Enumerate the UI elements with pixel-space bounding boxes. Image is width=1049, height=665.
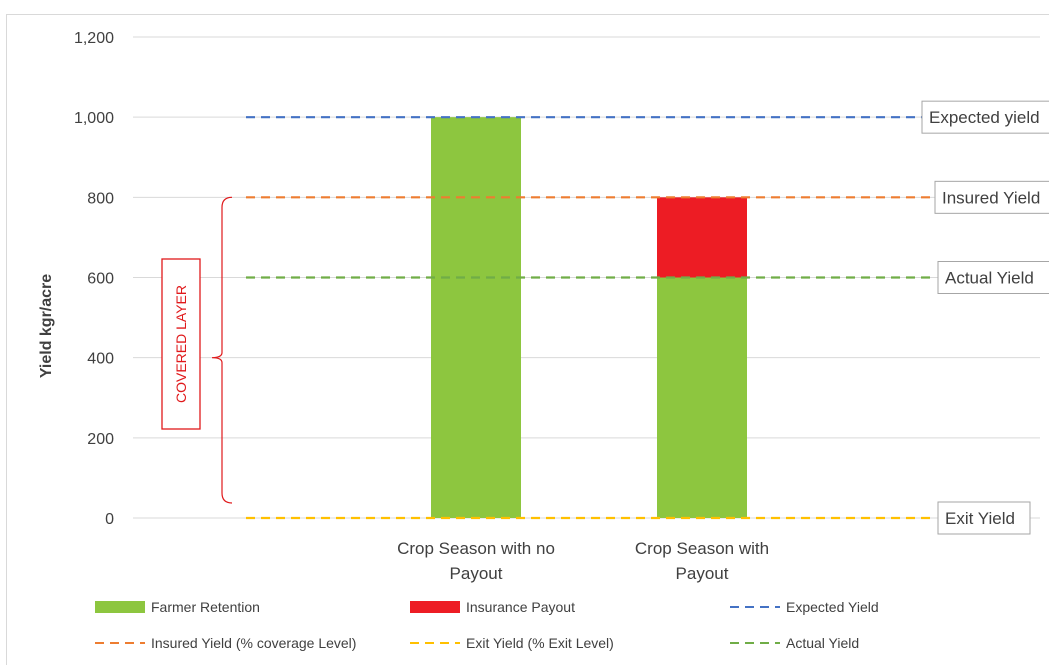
covered-layer-bracket [211,196,233,504]
x-category-labels: Crop Season with no Payout Crop Season wit… [397,539,769,583]
expected-yield-box: Expected yield [921,100,1049,134]
y-tick-label: 1,000 [74,110,114,127]
y-tick-label: 600 [87,271,114,288]
label-box [921,100,1049,134]
covered-layer-annotation: COVERED LAYER [161,196,233,504]
covered-layer-label: COVERED LAYER [173,285,189,403]
legend-item: Farmer Retention [95,599,260,615]
legend-item: Insured Yield (% coverage Level) [95,635,356,651]
gridlines [133,36,1040,519]
reference-lines [246,116,931,520]
x-category-label: Payout [450,564,503,583]
legend-swatch [410,601,460,613]
legend: Farmer Retention Insurance Payout Expected… [95,599,879,651]
legend-item: Actual Yield [730,635,859,651]
legend-label: Expected Yield [786,599,879,615]
y-tick-label: 800 [87,190,114,207]
reference-line-labels: Expected yield Insured Yield Actual Yield E… [921,100,1049,535]
legend-label: Actual Yield [786,635,859,651]
label-box-text: Insured Yield [942,188,1040,207]
label-box [937,501,1031,535]
x-category-label: Payout [676,564,729,583]
label-box [934,180,1049,214]
legend-label: Insurance Payout [466,599,575,615]
x-category-label: Crop Season with no [397,539,555,558]
legend-label: Insured Yield (% coverage Level) [151,635,356,651]
legend-item: Expected Yield [730,599,879,615]
legend-label: Farmer Retention [151,599,260,615]
y-tick-label: 400 [87,351,114,368]
legend-swatch [95,601,145,613]
bars [431,117,747,519]
y-tick-label: 0 [105,511,114,528]
label-box-text: Expected yield [929,108,1040,127]
y-axis-label: Yield kgr/acre [38,274,55,378]
legend-item: Insurance Payout [410,599,575,615]
covered-layer-box [161,258,201,430]
x-category-label: Crop Season with [635,539,769,558]
exit-yield-box: Exit Yield [937,501,1031,535]
bar-farmer-retention [431,117,521,519]
label-box [937,261,1049,294]
insured-yield-box: Insured Yield [934,180,1049,214]
label-box-text: Actual Yield [945,269,1034,288]
legend-item: Exit Yield (% Exit Level) [410,635,614,651]
y-tick-label: 200 [87,431,114,448]
y-tick-labels: 0 200 400 600 800 1,000 1,200 [74,30,114,528]
label-box-text: Exit Yield [945,509,1015,528]
legend-label: Exit Yield (% Exit Level) [466,635,614,651]
y-tick-label: 1,200 [74,30,114,47]
chart-frame [6,14,1049,665]
actual-yield-box: Actual Yield [937,261,1049,294]
bar-insurance-payout [657,197,747,278]
bar-farmer-retention [657,277,747,518]
